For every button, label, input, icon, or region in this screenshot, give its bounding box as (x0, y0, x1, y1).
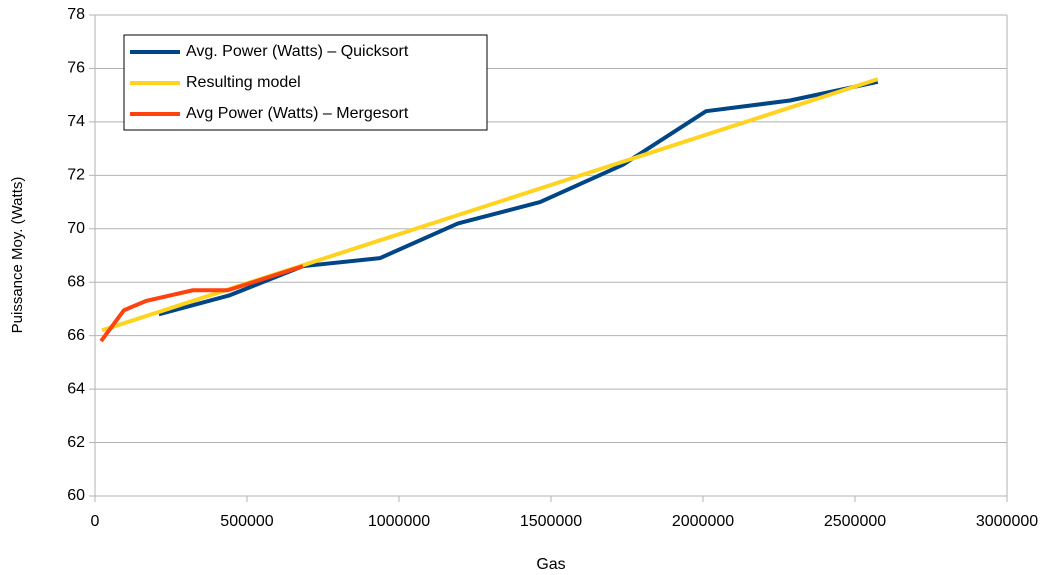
x-tick-label: 1500000 (520, 513, 582, 530)
y-tick-label: 60 (67, 487, 85, 504)
x-tick-label: 2500000 (824, 513, 886, 530)
y-tick-label: 78 (67, 6, 85, 23)
legend-box (123, 34, 488, 131)
y-tick-label: 76 (67, 60, 85, 77)
x-tick-label: 2000000 (672, 513, 734, 530)
x-tick-label: 500000 (220, 513, 273, 530)
y-tick-label: 70 (67, 220, 85, 237)
x-tick-label: 0 (91, 513, 100, 530)
y-tick-label: 64 (67, 380, 85, 397)
y-tick-label: 62 (67, 434, 85, 451)
legend-label: Avg. Power (Watts) – Quicksort (186, 43, 409, 60)
legend-label: Resulting model (186, 74, 301, 91)
x-axis-label: Gas (536, 556, 565, 573)
legend-label: Avg Power (Watts) – Mergesort (186, 105, 409, 122)
x-tick-label: 1000000 (368, 513, 430, 530)
y-tick-label: 68 (67, 273, 85, 290)
y-tick-label: 74 (67, 113, 85, 130)
x-tick-label: 3000000 (976, 513, 1038, 530)
y-axis-label: Puissance Moy. (Watts) (9, 177, 26, 334)
y-tick-label: 72 (67, 167, 85, 184)
series-line (158, 79, 879, 317)
y-tick-label: 66 (67, 327, 85, 344)
series-line (99, 264, 304, 343)
